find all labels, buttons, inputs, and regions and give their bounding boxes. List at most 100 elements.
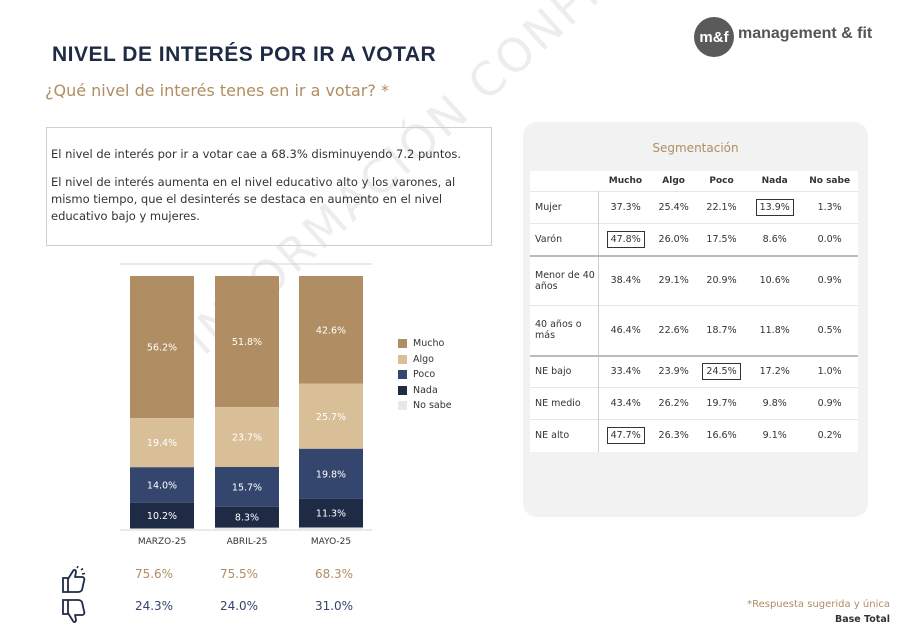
table-cell: 0.0%: [817, 233, 842, 245]
bar-algo: [215, 407, 279, 468]
header-empty-cell: [530, 171, 599, 192]
bar-value-label: 15.7%: [232, 482, 262, 493]
legend-swatch: [398, 354, 407, 364]
page-title: NIVEL DE INTERÉS POR IR A VOTAR: [52, 43, 437, 66]
summary-positive-value: 68.3%: [314, 567, 354, 581]
bar-no-sabe: [130, 528, 194, 529]
bar-value-label: 14.0%: [147, 480, 177, 491]
table-row: Menor de 40 años 38.4% 29.1% 20.9% 10.6% 0.9%: [530, 255, 858, 306]
table-cell: 16.6%: [706, 430, 737, 442]
table-cell: 0.9%: [817, 275, 842, 287]
row-label: Mujer: [530, 191, 599, 224]
table-cell: 22.1%: [706, 202, 737, 213]
table-cell: 8.6%: [762, 233, 787, 245]
insight-paragraph-2: El nivel de interés aumenta en el nivel …: [51, 175, 456, 223]
table-cell: 24.5%: [695, 356, 748, 388]
legend-label: Poco: [413, 369, 436, 381]
category-label: MAYO-25: [311, 537, 351, 547]
table-cell: 17.5%: [706, 233, 737, 245]
bar-value-label: 23.7%: [232, 433, 262, 444]
table-cell: 9.1%: [762, 430, 787, 442]
category-label: ABRIL-25: [227, 537, 268, 547]
bar-nada: [130, 502, 194, 529]
summary-negative-value: 24.0%: [219, 599, 259, 613]
table-cell: 0.5%: [817, 324, 842, 336]
bar-value-label: 42.6%: [316, 325, 346, 336]
column-header: Nada: [748, 171, 802, 192]
table-row: 40 años o más 46.4% 22.6% 18.7% 11.8% 0.5%: [530, 305, 858, 356]
bar-poco: [130, 467, 194, 503]
row-label: NE bajo: [530, 355, 599, 388]
legend-item: No sabe: [398, 398, 452, 414]
summary-negative-value: 31.0%: [314, 599, 354, 613]
segmentation-header-row: Mucho Algo Poco Nada No sabe: [530, 171, 858, 192]
legend-swatch: [398, 385, 407, 395]
legend-label: Mucho: [413, 338, 445, 350]
bar-value-label: 11.3%: [316, 509, 346, 520]
highlighted-value: 24.5%: [702, 363, 741, 381]
table-cell: 1.3%: [817, 202, 842, 213]
legend-label: Nada: [413, 384, 438, 396]
bar-value-label: 56.2%: [147, 343, 177, 354]
table-cell: 17.2%: [759, 366, 790, 378]
table-cell: 0.9%: [817, 398, 842, 409]
table-row: NE alto 47.7% 26.3% 16.6% 9.1% 0.2%: [530, 419, 858, 452]
table-cell: 11.8%: [759, 324, 790, 336]
bar-value-label: 19.4%: [147, 438, 177, 449]
table-cell: 9.8%: [762, 398, 787, 409]
highlighted-value: 47.8%: [606, 230, 645, 248]
summary-negative-value: 24.3%: [134, 599, 174, 613]
column-header: No sabe: [801, 171, 858, 192]
table-row: NE bajo 33.4% 23.9% 24.5% 17.2% 1.0%: [530, 355, 858, 388]
highlighted-value: 13.9%: [755, 199, 794, 216]
brand-logo: m&f: [694, 17, 734, 57]
category-label: MARZO-25: [138, 537, 186, 547]
bar-value-label: 10.2%: [147, 511, 177, 522]
table-cell: 26.0%: [658, 233, 689, 245]
bar-value-label: 8.3%: [235, 513, 259, 524]
table-cell: 47.7%: [599, 420, 653, 452]
thumbs-down-icon: [62, 599, 86, 623]
legend-item: Poco: [398, 367, 452, 383]
bar-nada: [299, 498, 363, 528]
legend-label: No sabe: [413, 400, 452, 412]
footnote: *Respuesta sugerida y única: [747, 599, 890, 610]
legend-item: Nada: [398, 383, 452, 399]
base-total-label: Base Total: [834, 614, 890, 625]
table-cell: 29.1%: [658, 275, 689, 287]
table-cell: 13.9%: [748, 192, 801, 224]
summary-positive-value: 75.6%: [134, 567, 174, 581]
row-label: NE medio: [530, 387, 599, 420]
table-cell: 47.8%: [599, 224, 653, 256]
table-cell: 43.4%: [610, 398, 641, 409]
legend-label: Algo: [413, 353, 434, 365]
segmentation-table: Mucho Algo Poco Nada No sabe Mujer 37.3% 25.4%…: [530, 171, 858, 452]
table-cell: 33.4%: [610, 366, 641, 378]
stacked-bar-chart: 56.2% 19.4% 14.0% 10.2% MARZO-25 51.8% 23.7% 15…: [120, 263, 372, 547]
table-cell: 22.6%: [658, 324, 689, 336]
bar-algo: [299, 383, 363, 449]
table-row: NE medio 43.4% 26.2% 19.7% 9.8% 0.9%: [530, 387, 858, 420]
column-header: Algo: [652, 171, 695, 192]
bar-value-label: 19.8%: [316, 469, 346, 480]
legend-swatch: [398, 401, 407, 411]
table-cell: 10.6%: [759, 275, 790, 287]
thumbs-up-icon: [62, 566, 86, 593]
table-row: Varón 47.8% 26.0% 17.5% 8.6% 0.0%: [530, 223, 858, 256]
bar-poco: [215, 467, 279, 507]
summary-positive-value: 75.5%: [219, 567, 259, 581]
legend-swatch: [398, 339, 407, 349]
chart-legend: Mucho Algo Poco Nada No sabe: [398, 336, 452, 414]
table-cell: 26.2%: [658, 398, 689, 409]
bar-nada: [215, 506, 279, 528]
bar-no-sabe: [215, 527, 279, 529]
row-label: NE alto: [530, 419, 599, 452]
row-label: 40 años o más: [530, 305, 599, 356]
table-cell: 46.4%: [610, 324, 641, 336]
bar-poco: [299, 448, 363, 499]
table-cell: 19.7%: [706, 398, 737, 409]
legend-item: Mucho: [398, 336, 452, 352]
row-label: Menor de 40 años: [530, 255, 599, 306]
bar-value-label: 51.8%: [232, 337, 262, 348]
bar-mucho: [215, 276, 279, 408]
